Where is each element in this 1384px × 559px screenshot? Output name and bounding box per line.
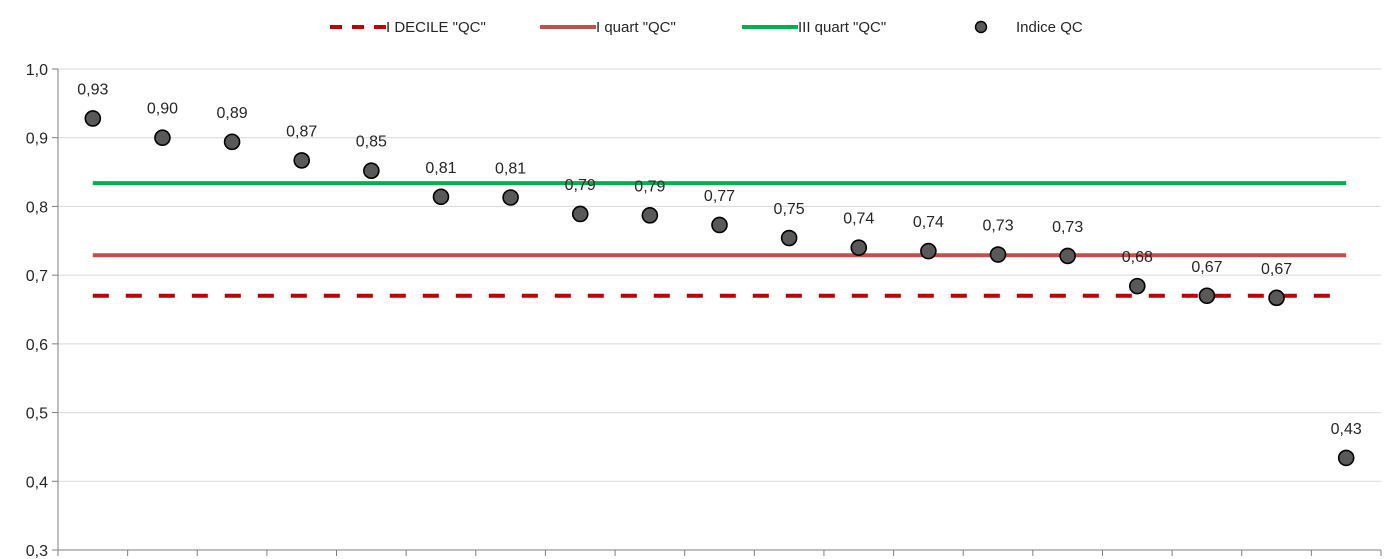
data-point [920, 242, 937, 260]
data-label: 0,79 [634, 178, 665, 195]
data-point [223, 133, 241, 151]
legend-label: Indice QC [1016, 19, 1083, 36]
legend-label: III quart "QC" [798, 19, 886, 36]
data-label: 0,87 [286, 123, 317, 140]
data-label: 0,43 [1331, 421, 1362, 438]
y-tick-label: 0,4 [26, 474, 48, 491]
y-tick-label: 0,7 [26, 268, 48, 285]
data-label: 0,73 [982, 218, 1013, 235]
data-label: 0,67 [1261, 261, 1292, 278]
y-tick-label: 0,6 [26, 337, 48, 354]
data-point [1337, 449, 1355, 467]
data-point [502, 189, 519, 206]
data-label: 0,93 [77, 81, 108, 98]
reference-lines [92, 181, 1347, 298]
data-point [363, 162, 380, 179]
data-label: 0,89 [217, 105, 248, 122]
legend-marker [974, 20, 988, 34]
data-label: 0,73 [1052, 219, 1083, 236]
data-point [1059, 247, 1076, 265]
legend-label: I DECILE "QC" [386, 19, 486, 36]
data-point [850, 239, 868, 256]
legend-label: I quart "QC" [596, 19, 676, 36]
data-point [780, 229, 798, 247]
data-label: 0,85 [356, 134, 387, 151]
grid-lines [58, 68, 1381, 482]
data-label: 0,77 [704, 188, 735, 205]
data-point [711, 216, 728, 234]
y-tick-label: 0,5 [26, 406, 48, 423]
data-label: 0,74 [913, 214, 944, 231]
data-point [571, 205, 589, 223]
data-point [293, 152, 311, 169]
legend: I DECILE "QC" I quart "QC" III quart "QC" I… [330, 19, 1083, 36]
axes: 0,3 0,4 0,5 0,6 0,7 0,8 0,9 1,0 [26, 62, 1382, 559]
data-point [1198, 287, 1216, 305]
data-point [84, 110, 102, 127]
data-label: 0,74 [843, 211, 874, 228]
data-label: 0,67 [1191, 259, 1222, 276]
data-labels: 0,93 0,90 0,89 0,87 0,85 0,81 0,81 0,79 0,79 0,77… [77, 81, 1362, 437]
data-label: 0,75 [774, 201, 805, 218]
data-label: 0,90 [147, 101, 178, 118]
y-tick-label: 0,3 [26, 543, 48, 559]
data-label: 0,79 [565, 177, 596, 194]
data-point [1268, 289, 1285, 307]
data-point [432, 188, 450, 206]
data-point [1128, 277, 1146, 295]
data-point [641, 207, 659, 224]
data-label: 0,81 [425, 160, 456, 177]
data-point [989, 246, 1007, 263]
data-label: 0,81 [495, 160, 526, 177]
data-point [154, 129, 171, 147]
data-label: 0,68 [1122, 249, 1153, 266]
y-tick-label: 1,0 [26, 62, 48, 79]
data-points [84, 110, 1355, 467]
y-tick-label: 0,8 [26, 199, 48, 216]
y-tick-label: 0,9 [26, 131, 48, 148]
